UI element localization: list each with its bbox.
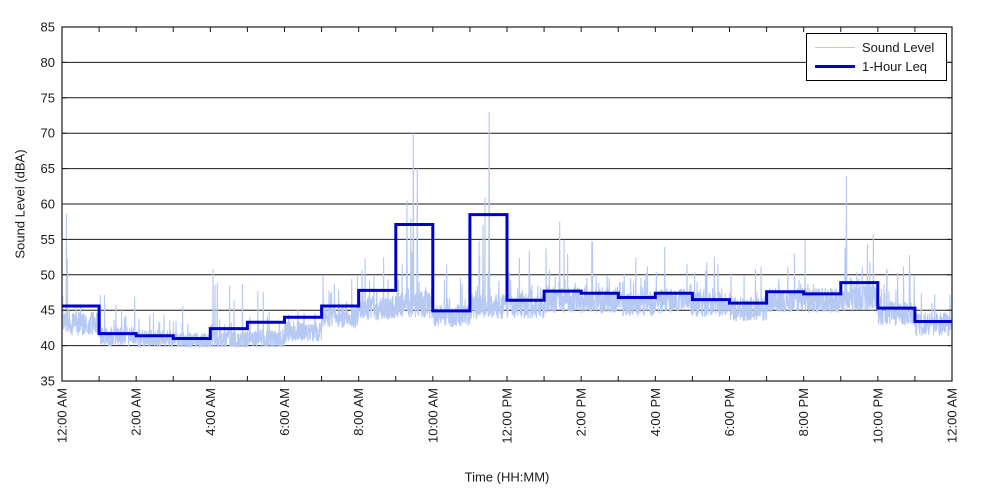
y-tick-label-50: 50: [41, 267, 55, 282]
x-tick-label: 12:00 AM: [945, 388, 960, 443]
plot-border-box: [61, 26, 953, 382]
y-tick-label-80: 80: [41, 55, 55, 70]
legend-label-1-hour-leq: 1-Hour Leq: [862, 59, 928, 74]
x-tick-label: 8:00 PM: [796, 388, 811, 436]
one-hour-leq-line-swatch: [815, 65, 855, 68]
y-tick-label-75: 75: [41, 90, 55, 105]
legend-box: Sound Level 1-Hour Leq: [806, 33, 947, 81]
x-axis-tick-labels: 12:00 AM 2:00 AM 4:00 AM 6:00 AM 8:00 AM 10:0…: [55, 388, 960, 444]
horizontal-gridlines: [62, 61, 952, 347]
y-axis-tick-labels: 35 40 45 50 55 60 65 70 75 80 85: [41, 20, 55, 389]
y-tick-label-60: 60: [41, 197, 55, 212]
x-tick-label: 6:00 PM: [722, 388, 737, 436]
y-tick-label-35: 35: [41, 374, 55, 389]
y-tick-label-45: 45: [41, 303, 55, 318]
x-tick-label: 10:00 PM: [870, 388, 885, 444]
legend-entry-sound-level: Sound Level: [815, 38, 940, 57]
legend-entry-1-hour-leq: 1-Hour Leq: [815, 57, 940, 76]
x-tick-label: 4:00 PM: [648, 388, 663, 436]
x-tick-label: 12:00 AM: [55, 388, 70, 443]
x-axis-title: Time (HH:MM): [464, 469, 550, 485]
y-axis-title: Sound Level (dBA): [12, 149, 28, 259]
x-tick-label: 8:00 AM: [351, 388, 366, 436]
y-tick-label-70: 70: [41, 126, 55, 141]
y-tick-label-65: 65: [41, 161, 55, 176]
legend-label-sound-level: Sound Level: [862, 40, 935, 55]
x-tick-label: 12:00 PM: [500, 388, 515, 444]
x-tick-label: 2:00 PM: [574, 388, 589, 436]
x-tick-label: 4:00 AM: [203, 388, 218, 436]
y-tick-label-55: 55: [41, 232, 55, 247]
x-tick-label: 2:00 AM: [129, 388, 144, 436]
sound-level-line-swatch: [815, 47, 855, 48]
x-tick-label: 6:00 AM: [277, 388, 292, 436]
y-tick-label-40: 40: [41, 338, 55, 353]
x-tick-label: 10:00 AM: [425, 388, 440, 443]
one-hour-leq-series-line: [62, 213, 952, 340]
y-tick-label-85: 85: [41, 20, 55, 35]
